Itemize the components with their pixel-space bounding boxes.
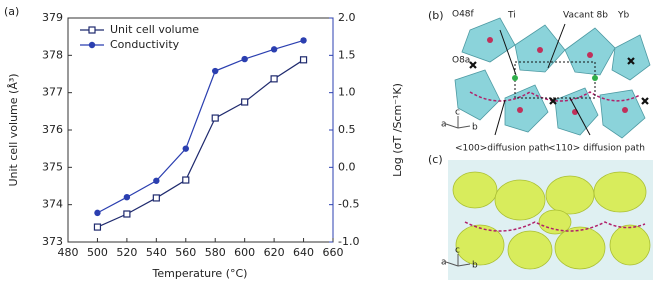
x-axis-label: Temperature (°C) [152, 267, 248, 280]
panel-label: (c) [428, 153, 443, 166]
x-tick-label: 620 [264, 246, 285, 259]
x-tick-label: 580 [205, 246, 226, 259]
axis-letter: a [441, 120, 447, 130]
legend-label: Conductivity [110, 38, 180, 51]
y-tick-label: 374 [42, 198, 63, 211]
legend-marker [88, 26, 96, 34]
y-tick-label: 375 [42, 160, 63, 173]
y-tick-label: 378 [42, 48, 63, 61]
annotation: <100>diffusion path [455, 144, 549, 154]
panel-label: (a) [4, 5, 19, 18]
x-tick-label: 540 [146, 246, 167, 259]
axis-letter: b [472, 261, 478, 271]
data-point [123, 194, 131, 201]
y-tick-label: 376 [42, 123, 63, 136]
y2-tick-label: 1.5 [338, 48, 356, 61]
y2-tick-label: 2.0 [338, 11, 356, 24]
x-tick-label: 660 [323, 246, 344, 259]
axis-letter: c [455, 108, 460, 118]
annotation: Yb [617, 11, 629, 21]
annotation: <110> diffusion path [548, 144, 645, 154]
data-point [212, 67, 219, 75]
data-point [94, 209, 101, 217]
series-line [97, 59, 304, 228]
y2-axis-label: Log (σT /Scm⁻¹K) [391, 83, 404, 177]
data-point [299, 56, 308, 64]
data-point [270, 46, 278, 53]
structure-image-c [445, 160, 653, 280]
data-point [153, 177, 160, 184]
annotation: Ti [507, 11, 516, 21]
data-point [211, 114, 219, 122]
data-point [241, 98, 249, 106]
x-tick-label: 500 [87, 246, 108, 259]
data-point [182, 176, 190, 184]
y2-tick-label: -0.5 [338, 198, 359, 211]
x-tick-label: 600 [234, 246, 255, 259]
data-point [182, 145, 189, 152]
y2-tick-label: 0.5 [338, 123, 356, 136]
data-point [270, 75, 278, 83]
annotation: O8a [452, 56, 470, 66]
axis-letter: c [455, 246, 460, 256]
annotation: Vacant 8b [563, 11, 608, 21]
axis-letter: b [472, 123, 478, 133]
x-tick-label: 560 [175, 246, 196, 259]
series-line [97, 39, 304, 214]
x-tick-label: 640 [293, 246, 314, 259]
y2-tick-label: 1.0 [338, 86, 356, 99]
x-tick-label: 520 [116, 246, 137, 259]
legend-marker [88, 41, 96, 49]
y-tick-label: 377 [42, 86, 63, 99]
data-point [300, 37, 307, 44]
panel-label: (b) [428, 9, 444, 22]
annotation: O48f [452, 10, 475, 20]
data-point [123, 210, 131, 218]
data-point [152, 194, 160, 202]
data-point [93, 223, 102, 231]
y2-tick-label: 0.0 [338, 160, 356, 173]
y-tick-label: 379 [42, 11, 63, 24]
axis-letter: a [441, 258, 447, 268]
legend-label: Unit cell volume [110, 23, 199, 36]
y-axis-label: Unit cell volume (Å³) [7, 73, 20, 186]
x-tick-label: 480 [58, 246, 79, 259]
plot-frame [67, 17, 334, 243]
structure-image-b [445, 10, 653, 145]
y2-tick-label: -1.0 [338, 235, 359, 248]
y-tick-label: 373 [42, 235, 63, 248]
data-point [241, 55, 248, 63]
